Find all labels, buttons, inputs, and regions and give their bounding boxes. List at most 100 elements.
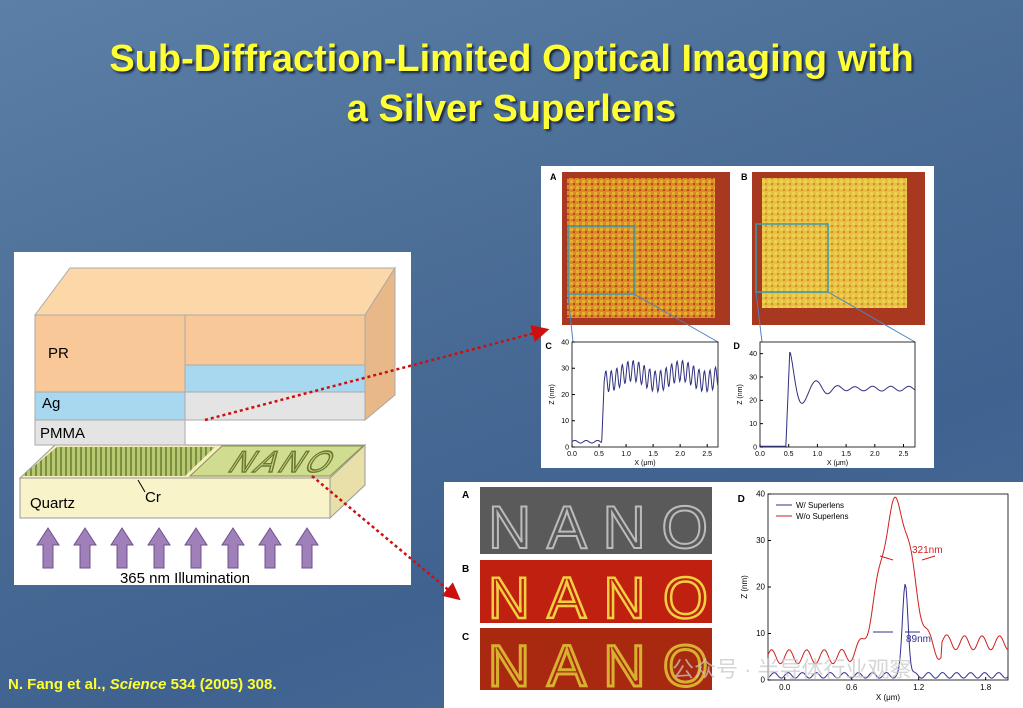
citation-journal: Science [109,676,167,693]
x-tick-label: 2.5 [899,451,909,458]
legend-label: W/ Superlens [796,501,844,510]
y-tick-label: 40 [561,339,569,346]
y-tick-label: 10 [749,421,757,428]
y-tick-label: 40 [749,351,757,358]
figure-bottom: NANO NANO NANO A B C [444,482,1023,708]
panel-label: A [462,490,469,501]
pr-top [34,267,396,316]
annotation: 321nm [912,545,943,556]
zoom-box [755,223,829,293]
y-tick-label: 0 [565,444,569,451]
layer-diagram: PR Ag PMMA Quartz NANO Cr 365 nm Illumin… [14,252,411,587]
cr-grating [22,447,215,476]
profile-curve [760,351,916,449]
x-tick-label: 0.5 [784,451,794,458]
x-axis-label: X (μm) [876,693,900,702]
x-tick-label: 2.5 [702,451,712,458]
plot-frame [759,341,916,448]
ag-back [184,364,366,393]
nano-pattern [188,445,365,477]
pointer-arrow [204,325,550,422]
image-a-pattern [567,178,715,318]
image-c [480,628,712,690]
panel-label: A [550,172,557,182]
nano-pattern-text: NANO [225,444,344,478]
y-tick-label: 40 [756,490,765,499]
y-tick-label: 0 [761,676,766,685]
x-tick-label: 1.5 [648,451,658,458]
y-tick-label: 20 [756,583,765,592]
x-tick-label: 1.0 [621,451,631,458]
title-line: a Silver Superlens [346,88,677,130]
cr-label: Cr [145,489,161,506]
x-tick-label: 1.8 [980,683,992,692]
layer-label: Ag [42,395,60,412]
x-axis-label: X (μm) [634,460,655,467]
profile-curve [767,583,1009,679]
uv-arrow [295,527,319,569]
uv-arrow [73,527,97,569]
x-tick-label: 0.0 [567,451,577,458]
panel-label: B [741,172,748,182]
y-axis-label: Z (nm) [737,384,744,405]
stack-side [364,266,396,422]
x-tick-label: 0.0 [755,451,765,458]
x-tick-label: 0.5 [594,451,604,458]
x-tick-label: 2.0 [870,451,880,458]
annotation-arrows [879,555,936,561]
layer-label: Quartz [30,495,75,512]
x-tick-label: 1.2 [913,683,925,692]
y-tick-label: 30 [561,366,569,373]
profile-curve [767,496,1009,665]
illumination-label: 365 nm Illumination [120,570,250,587]
y-tick-label: 10 [561,418,569,425]
panel-label: C [462,632,469,643]
x-tick-label: 2.0 [675,451,685,458]
uv-arrow [147,527,171,569]
x-axis-label: X (μm) [827,460,848,467]
y-tick-label: 10 [756,629,765,638]
figure-top: A B [541,166,934,468]
annotation: 89nm [906,634,931,645]
uv-arrow [184,527,208,569]
watermark: 公众号 · 半导体行业观察 [672,657,912,682]
y-axis-label: Z (nm) [740,575,749,599]
y-tick-label: 30 [756,536,765,545]
pointer-arrow [311,475,461,601]
panel-label: D [738,494,745,505]
zoom-lines [567,291,916,343]
citation: N. Fang et al., Science 534 (2005) 308. [8,676,277,693]
uv-arrow [110,527,134,569]
x-tick-label: 1.5 [841,451,851,458]
image-a [480,487,712,554]
x-tick-label: 0.6 [846,683,858,692]
pr-back [184,314,366,366]
quartz-side [329,443,366,520]
y-tick-label: 0 [753,444,757,451]
image-b-pattern [762,178,907,308]
uv-arrow [221,527,245,569]
layer-label: PR [48,345,69,362]
y-axis-label: Z (nm) [549,384,556,405]
y-tick-label: 30 [749,374,757,381]
uv-arrow [36,527,60,569]
citation-rest: 534 (2005) 308. [170,676,277,693]
legend-label: W/o Superlens [796,512,848,521]
x-tick-label: 1.0 [813,451,823,458]
layer-label: PMMA [40,425,85,442]
illumination-arrows [36,527,319,569]
cr-pointer [137,479,146,493]
pmma-back [184,391,366,421]
x-tick-label: 0.0 [779,683,791,692]
profile-curve [571,359,719,444]
uv-arrow [258,527,282,569]
panel-label: D [733,341,740,351]
panel-label: B [462,564,469,575]
y-tick-label: 20 [749,398,757,405]
title-line: Sub-Diffraction-Limited Optical Imaging … [109,38,914,80]
y-tick-label: 20 [561,392,569,399]
image-b [480,560,712,623]
zoom-box [567,225,635,295]
